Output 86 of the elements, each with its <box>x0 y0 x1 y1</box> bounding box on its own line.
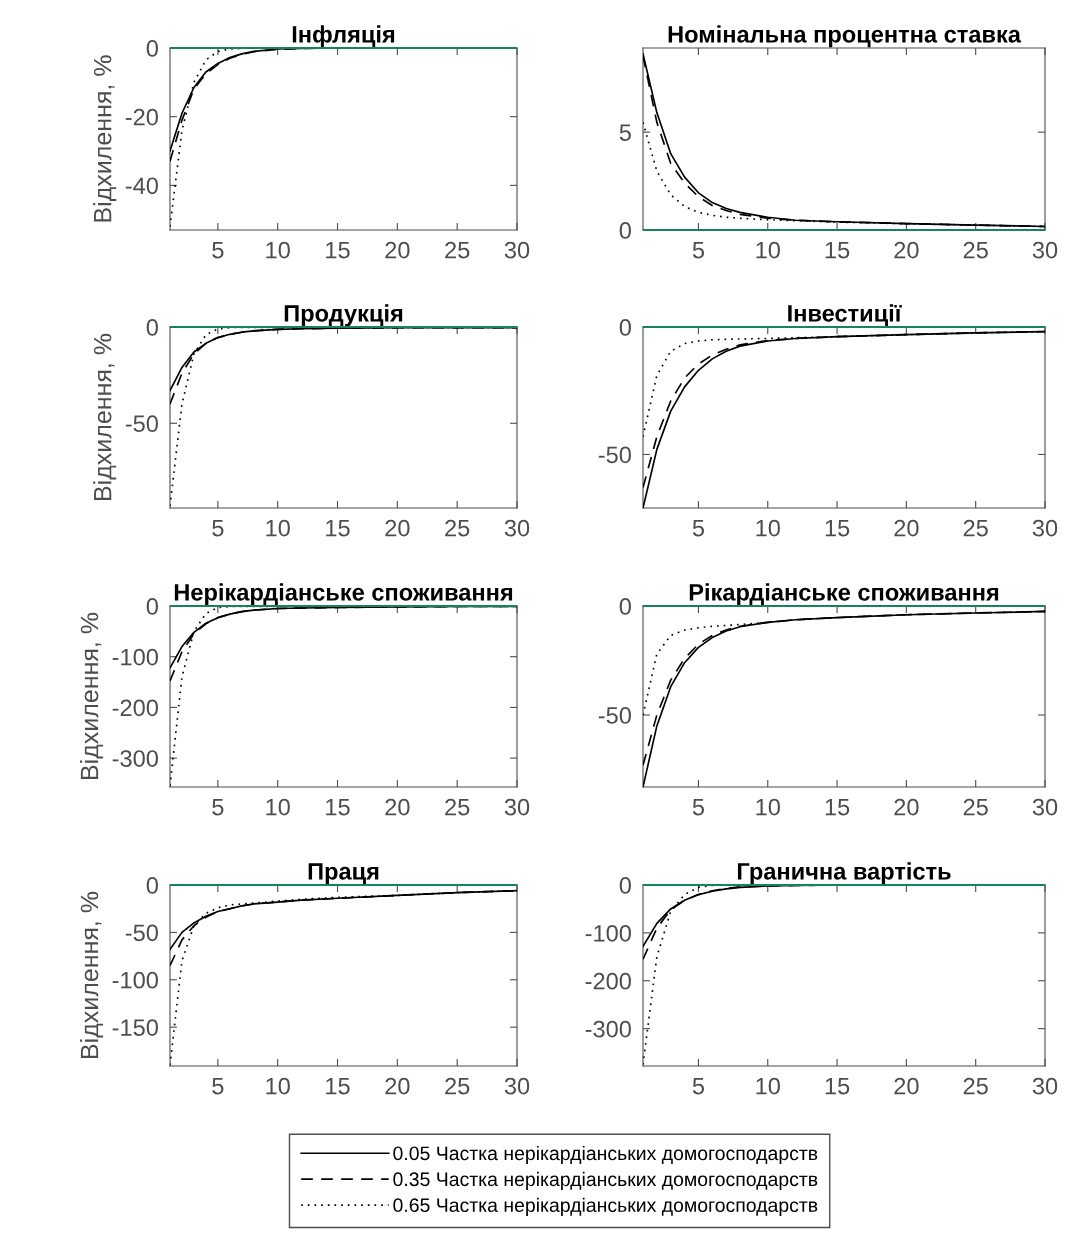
y-tick-label: -300 <box>585 1020 631 1038</box>
y-tick-label: 0 <box>146 40 158 57</box>
x-tick-label: 10 <box>756 1077 780 1095</box>
x-tick-label: 30 <box>1032 519 1058 537</box>
y-tick-label: -300 <box>112 750 158 767</box>
x-tick-label: 20 <box>385 241 410 259</box>
x-tick-label: 15 <box>326 1077 350 1095</box>
chart-title: Гранична вартість <box>737 862 951 885</box>
x-tick-label: 15 <box>825 798 850 816</box>
x-tick-label: 10 <box>756 519 780 537</box>
x-tick-label: 15 <box>825 241 850 259</box>
y-tick-label: 0 <box>146 598 158 615</box>
x-tick-label: 25 <box>963 519 988 537</box>
x-tick-label: 15 <box>825 519 850 537</box>
x-tick-label: 30 <box>1032 1077 1058 1095</box>
y-axis-title: Відхилення, % <box>80 612 104 779</box>
y-tick-label: -40 <box>125 177 158 195</box>
y-tick-label: 0 <box>146 319 158 336</box>
x-tick-label: 5 <box>212 241 224 259</box>
y-tick-label: 0 <box>619 877 631 894</box>
x-tick-label: 20 <box>385 1077 410 1095</box>
x-tick-label: 10 <box>266 519 290 537</box>
x-tick-label: 20 <box>894 241 919 259</box>
y-tick-label: -50 <box>598 446 631 464</box>
legend-label: 0.05 Частка нерікардіанських домогосподарств <box>393 1145 818 1165</box>
x-tick-label: 30 <box>504 798 530 816</box>
y-tick-label: -200 <box>112 699 158 717</box>
y-axis-title: Відхилення, % <box>80 891 104 1058</box>
x-tick-label: 30 <box>504 1077 530 1095</box>
legend-label: 0.35 Частка нерікардіанських домогосподарств <box>393 1171 818 1190</box>
y-tick-label: -50 <box>125 924 158 942</box>
x-tick-label: 10 <box>756 241 780 259</box>
y-tick-label: -150 <box>112 1019 158 1036</box>
x-tick-label: 20 <box>894 519 919 537</box>
x-tick-label: 25 <box>445 519 470 537</box>
x-tick-label: 5 <box>212 1077 224 1095</box>
x-tick-label: 5 <box>692 798 705 816</box>
y-axis-title: Відхилення, % <box>93 55 117 222</box>
x-tick-label: 5 <box>212 519 224 537</box>
x-tick-label: 10 <box>756 798 780 816</box>
y-tick-label: 0 <box>619 598 631 615</box>
x-tick-label: 5 <box>212 798 224 816</box>
y-tick-label: 0 <box>146 877 158 894</box>
x-tick-label: 25 <box>445 241 470 259</box>
chart-title: Інфляція <box>292 25 395 48</box>
chart-title: Продукція <box>284 304 403 327</box>
x-tick-label: 5 <box>692 519 705 537</box>
y-tick-label: -100 <box>112 971 158 989</box>
y-tick-label: 5 <box>619 124 631 141</box>
x-tick-label: 5 <box>692 1077 705 1095</box>
y-tick-label: -50 <box>125 415 158 433</box>
chart-title: Праця <box>308 863 379 885</box>
y-tick-label: -50 <box>598 707 631 724</box>
y-tick-label: 0 <box>619 222 631 239</box>
y-tick-label: -200 <box>585 972 631 990</box>
y-tick-label: 0 <box>619 319 631 336</box>
chart-title: Інвестиції <box>788 304 902 327</box>
x-tick-label: 5 <box>692 241 705 259</box>
x-tick-label: 20 <box>894 1077 919 1095</box>
y-tick-label: -100 <box>112 648 158 666</box>
x-tick-label: 25 <box>445 798 470 816</box>
x-tick-label: 15 <box>326 519 350 537</box>
chart-title: Рікардіанське споживання <box>689 583 999 606</box>
x-tick-label: 25 <box>963 1077 988 1095</box>
x-tick-label: 15 <box>825 1077 850 1095</box>
chart-title: Нерікардіанське споживання <box>174 583 513 606</box>
x-tick-label: 25 <box>963 241 988 259</box>
x-tick-label: 15 <box>326 798 350 816</box>
x-tick-label: 20 <box>894 798 919 816</box>
y-tick-label: -100 <box>585 924 631 942</box>
x-tick-label: 20 <box>385 798 410 816</box>
x-tick-label: 30 <box>504 519 530 537</box>
x-tick-label: 25 <box>445 1077 470 1095</box>
x-tick-label: 10 <box>266 1077 290 1095</box>
x-tick-label: 15 <box>326 241 350 259</box>
x-tick-label: 30 <box>1032 241 1058 259</box>
x-tick-label: 30 <box>504 241 530 259</box>
x-tick-label: 30 <box>1032 798 1058 816</box>
x-tick-label: 25 <box>963 798 988 816</box>
x-tick-label: 20 <box>385 519 410 537</box>
y-axis-title: Відхилення, % <box>93 333 117 500</box>
x-tick-label: 10 <box>266 798 290 816</box>
y-tick-label: -20 <box>125 108 158 126</box>
chart-title: Номінальна процентна ставка <box>668 25 1022 48</box>
x-tick-label: 10 <box>266 241 290 259</box>
legend-label: 0.65 Частка нерікардіанських домогосподарств <box>393 1197 818 1216</box>
